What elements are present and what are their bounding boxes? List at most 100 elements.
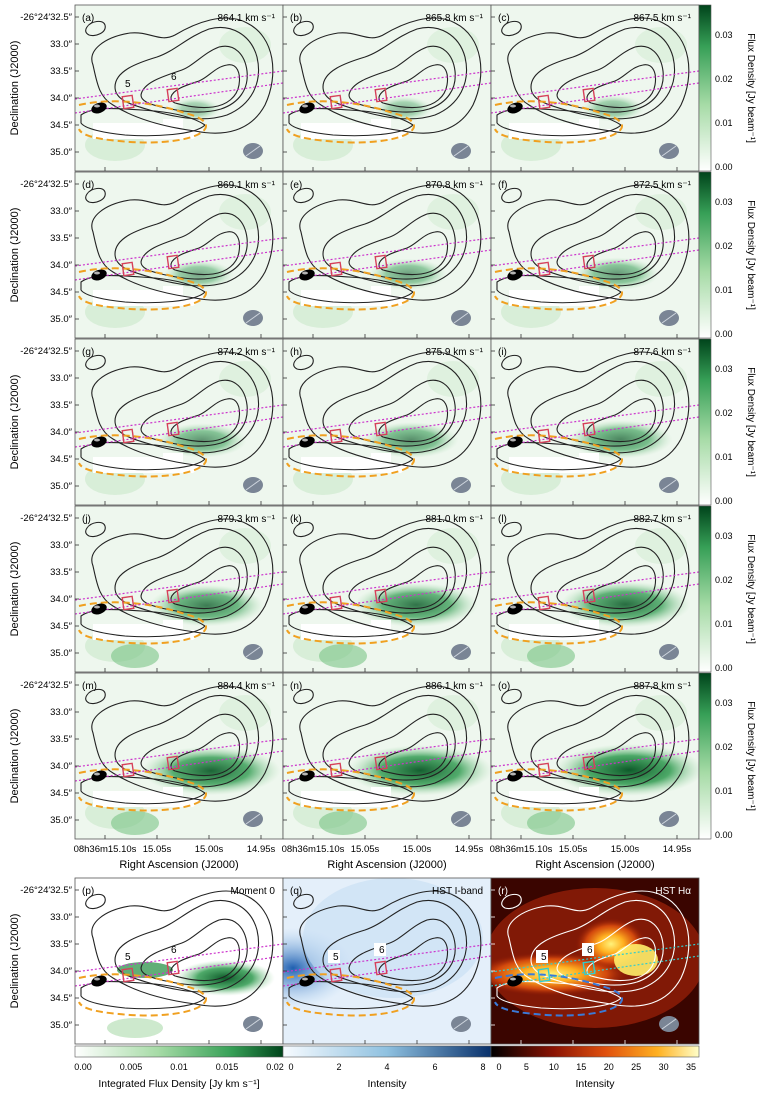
nucleus-highlight (94, 438, 100, 442)
slit-box-6 (374, 960, 388, 976)
beam-axis (453, 646, 469, 658)
nucleus-highlight (94, 605, 100, 609)
dec-tick-label: 33.0″ (50, 540, 72, 551)
colorbar-tick-label: 25 (631, 1062, 641, 1072)
slit-line (283, 571, 491, 601)
colorbar-horizontal (282, 1045, 492, 1058)
dec-tick-label: -26°24′32.5″ (20, 12, 72, 23)
ra-tick-label: 15.05s (351, 844, 380, 855)
contour-line (85, 688, 106, 705)
slit-line (75, 738, 283, 768)
beam-axis (661, 813, 677, 825)
colorbar-horizontal (490, 1045, 700, 1058)
beam-axis (453, 312, 469, 324)
panel-title: Moment 0 (231, 886, 276, 897)
contour-line (85, 893, 106, 910)
dec-tick-label: 33.5″ (50, 567, 72, 578)
axis-annotations: -26°24′32.5″ 33.0″ 33.5″ 34.0″ 34.5″ 35.0″ Dec… (9, 12, 692, 1031)
slit-box-6 (374, 588, 388, 604)
channel-panel: (j) 879.3 km s⁻¹ (74, 505, 284, 673)
channel-panel: (n) 886.1 km s⁻¹ (282, 672, 492, 840)
contour-line (507, 184, 690, 301)
slit-line (283, 70, 491, 100)
colorbar-tick-label: 0.01 (715, 786, 733, 796)
panel-title: 882.7 km s⁻¹ (633, 514, 691, 525)
slit-box-6 (582, 755, 596, 771)
dec-tick-label: -26°24′32.5″ (20, 346, 72, 357)
slit-box-5 (537, 261, 551, 277)
colorbar-tick-label: 0.02 (715, 575, 733, 585)
colorbar-tick-label: 30 (659, 1062, 669, 1072)
slit-label: 5 (333, 952, 339, 963)
slit-box-5 (329, 595, 343, 611)
channel-panel: (c) 867.5 km s⁻¹ (490, 4, 700, 172)
ra-tick-label: 15.00s (195, 844, 224, 855)
contour-line (378, 732, 449, 777)
noise-blob (427, 27, 479, 63)
ra-tick-label: 15.05s (559, 844, 588, 855)
dashed-aperture (286, 768, 415, 812)
nucleus-highlight (510, 605, 516, 609)
colorbar-tick-label: 4 (384, 1062, 389, 1072)
colorbar-label: Integrated Flux Density [Jy km s⁻¹] (98, 1078, 259, 1090)
dec-tick-label: 33.5″ (50, 400, 72, 411)
dec-tick-label: 35.0″ (50, 314, 72, 325)
contour-line (586, 231, 657, 276)
dec-tick-label: 34.5″ (50, 287, 72, 298)
dashed-aperture (78, 601, 207, 645)
dec-tick-label: 33.5″ (50, 233, 72, 244)
ra-tick-label: 15.00s (611, 844, 640, 855)
ra-tick-label: 14.95s (663, 844, 692, 855)
dec-tick-label: 33.0″ (50, 206, 72, 217)
contour-line (85, 187, 106, 204)
channel-panel: (i) 877.6 km s⁻¹ (490, 338, 700, 506)
noise-blob (635, 361, 687, 397)
panel-title: 875.9 km s⁻¹ (425, 347, 483, 358)
slit-label-box (536, 950, 548, 963)
noise-blob (635, 695, 687, 731)
colorbar-tick-label: 0.00 (74, 1062, 92, 1072)
contour-line (91, 518, 274, 635)
colorbar-tick-label: 0.01 (715, 285, 733, 295)
slit-box-6 (374, 87, 388, 103)
contour-line (170, 565, 241, 610)
colorbar-label: Intensity (575, 1078, 615, 1090)
contour-line (293, 893, 314, 910)
colorbar-tick-label: 0.02 (715, 408, 733, 418)
dec-tick-label: 34.5″ (50, 788, 72, 799)
contour-line (170, 398, 241, 443)
contour-line (299, 518, 482, 635)
colorbar-tick-label: 0.00 (715, 162, 733, 172)
slit-box-5 (537, 595, 551, 611)
slit-box-6 (166, 254, 180, 270)
slit-box-5 (121, 967, 135, 983)
panel-title: 865.8 km s⁻¹ (425, 13, 483, 24)
emission-blob (175, 960, 275, 996)
nucleus-highlight (302, 772, 308, 776)
slit-box-5 (537, 762, 551, 778)
panel-letter: (b) (290, 13, 302, 24)
nucleus-highlight (510, 772, 516, 776)
panel-letter: (a) (82, 13, 94, 24)
beam-axis (661, 479, 677, 491)
slit-line (75, 70, 283, 100)
colorbar-label: Flux Density [Jy beam⁻¹] (745, 33, 756, 143)
panel-title: 869.1 km s⁻¹ (217, 180, 275, 191)
slit-line (75, 404, 283, 434)
nucleus-highlight (94, 271, 100, 275)
dashed-aperture (494, 100, 623, 144)
slit-line (283, 237, 491, 267)
panel-title: 881.0 km s⁻¹ (425, 514, 483, 525)
colorbar-vertical (698, 672, 712, 840)
colorbar-tick-label: 0.00 (715, 329, 733, 339)
colorbar-tick-label: 0.02 (715, 742, 733, 752)
noise-blob (427, 361, 479, 397)
contour-line (501, 893, 522, 910)
dashed-aperture (286, 434, 415, 478)
beam-axis (245, 813, 261, 825)
panel-letter: (r) (498, 886, 508, 897)
contour-line (293, 688, 314, 705)
colorbar-tick-label: 6 (432, 1062, 437, 1072)
slit-line (75, 237, 283, 267)
